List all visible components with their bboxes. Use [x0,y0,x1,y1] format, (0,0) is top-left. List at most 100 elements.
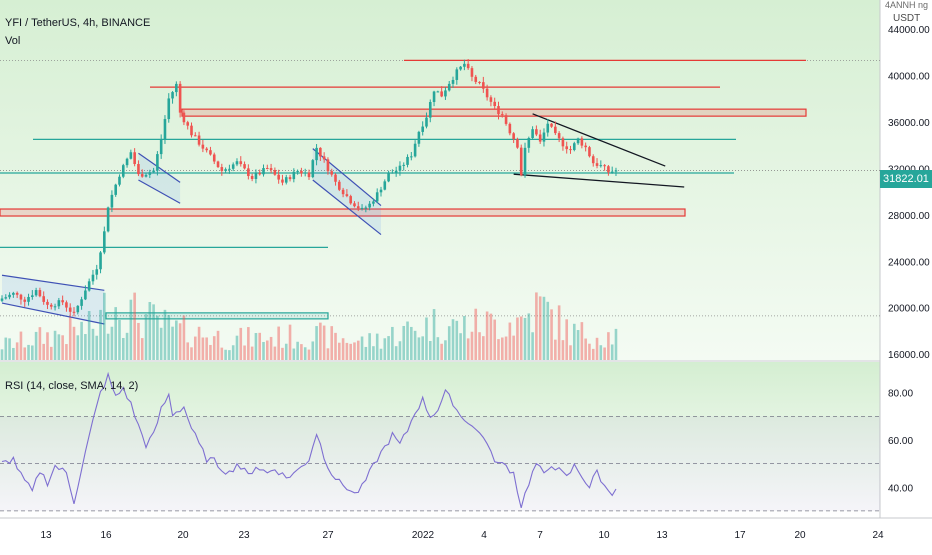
volume-bar [121,337,125,360]
candle-body [402,164,406,166]
volume-bar [341,338,345,360]
candle-body [87,281,91,291]
candle-body [535,129,538,135]
volume-bar [413,330,417,360]
volume-bar [212,336,216,360]
candle-body [394,170,398,173]
volume-bar [364,346,368,360]
candle-body [417,131,421,144]
volume-bar [224,349,227,360]
candle-body [338,181,341,190]
candle-body [485,88,489,98]
candle-body [175,83,178,93]
volume-bar [516,317,519,360]
candle-body [500,114,504,116]
volume-bar [216,330,220,360]
candle-body [330,171,334,175]
volume-bar [31,345,34,360]
candle-body [99,252,102,270]
candle-body [413,143,417,157]
candle-body [61,300,64,303]
volume-bar [76,335,80,360]
volume-bar [175,320,178,360]
candle-body [375,192,379,202]
volume-bar [300,344,303,360]
volume-bar [133,292,136,360]
volume-bar [466,338,470,360]
volume-bar [186,342,190,360]
candle-body [341,189,345,195]
resistance-zone [181,108,807,117]
candle-body [125,158,129,166]
volume-bar [239,327,243,360]
candle-body [523,147,527,176]
volume-bar [379,348,383,360]
candle-body [31,295,34,297]
candle-body [193,135,197,137]
candle-body [68,307,72,312]
currency-label: USDT [893,13,921,24]
candle-body [379,189,383,193]
volume-bar [281,347,284,360]
candle-body [57,300,61,307]
volume-bar [319,322,322,360]
candle-body [171,92,174,99]
candle-body [137,164,140,175]
volume-bar [614,328,618,360]
volume-bar [523,317,527,360]
candle-body [12,292,15,295]
volume-bar [190,347,193,360]
volume-bar [269,336,273,360]
volume-bar [550,309,553,360]
volume-bar [519,316,523,360]
time-tick-label: 2022 [412,530,435,541]
volume-bar [220,347,224,360]
volume-bar [250,346,254,360]
time-tick-label: 13 [40,530,52,541]
candle-body [250,176,254,179]
volume-bar [482,336,485,360]
candle-body [140,174,144,177]
volume-bar [485,311,489,360]
candle-body [76,305,80,313]
volume-bar [387,336,390,360]
candle-body [569,149,572,151]
candle-body [557,133,561,139]
volume-bar [148,302,152,360]
volume-bar [303,347,307,360]
volume-bar [42,343,45,360]
volume-bar [470,331,474,360]
volume-bar [129,299,133,360]
triangle-lower-trendline [513,173,685,188]
candle-body [447,83,451,91]
candle-body [144,174,148,177]
volume-bar [12,347,15,360]
volume-bar [163,309,167,360]
volume-bar [440,343,443,360]
rsi-tick-label: 60.00 [888,436,913,447]
volume-bar [425,317,428,360]
volume-bar [398,341,402,360]
candle-body [326,159,330,172]
candle-body [565,146,569,150]
volume-bar [383,338,387,360]
price-tick-label: 28000.00 [888,211,930,222]
candle-body [205,148,208,151]
triangle-upper-trendline [532,113,666,167]
candle-body [254,172,258,179]
volume-bar [34,331,38,360]
volume-bar [258,332,262,360]
candle-body [0,298,4,301]
candle-body [46,301,49,305]
volume-bar [0,349,4,360]
volume-bar [402,325,406,360]
time-tick-label: 23 [238,530,250,541]
candle-body [53,306,57,308]
volume-bar [209,344,212,360]
rsi-band-fill [0,416,880,511]
candle-body [322,156,326,160]
candle-body [133,152,136,165]
volume-bar [87,311,91,360]
